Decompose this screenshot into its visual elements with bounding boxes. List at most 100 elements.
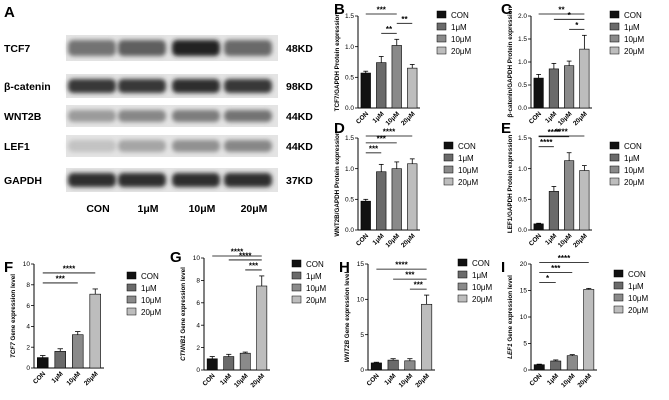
legend-swatch [291, 259, 302, 268]
category-label: 20μM [83, 370, 100, 387]
legend-label: 10μM [141, 296, 162, 305]
legend-swatch [457, 258, 468, 267]
legend-label: 20μM [458, 178, 479, 187]
y-axis-label-rest: Gene expression level [507, 275, 514, 344]
legend-swatch [436, 46, 447, 55]
blot-row-label: WNT2B [4, 111, 42, 123]
blot-lane-label: 20μM [241, 203, 268, 215]
blot-size-label: 44KD [286, 141, 313, 153]
legend-swatch [436, 22, 447, 31]
legend-label: 20μM [624, 47, 645, 56]
bar [566, 355, 578, 371]
y-tick-label: 6 [196, 300, 200, 307]
protein-band [118, 140, 166, 152]
legend-label: 20μM [451, 47, 472, 56]
bar [533, 77, 544, 109]
blot-row-label: LEF1 [4, 141, 30, 153]
significance-label: * [568, 11, 572, 20]
legend-swatch [609, 141, 620, 150]
legend-swatch [457, 282, 468, 291]
significance-label: *** [551, 264, 561, 273]
legend-label: CON [472, 259, 490, 268]
legend-swatch [443, 177, 454, 186]
category-label: 20μM [572, 232, 589, 249]
y-axis-label: WNT2B Gene expression level [344, 271, 351, 362]
y-tick-label: 10 [520, 314, 528, 321]
bar [387, 359, 399, 371]
y-tick-label: 2 [196, 345, 200, 352]
category-label: 10μM [65, 370, 82, 387]
bar [579, 48, 590, 109]
y-tick-label: 0.0 [345, 227, 354, 234]
category-label: 20μM [414, 372, 431, 389]
significance-label: *** [414, 281, 424, 290]
protein-band [224, 40, 272, 56]
panel-letter-c: C [501, 1, 512, 18]
legend-label: 20μM [628, 306, 649, 315]
protein-band [172, 79, 220, 93]
bar [370, 362, 382, 371]
bar [223, 356, 235, 371]
y-axis-label-rest: Gene expression level [344, 271, 351, 340]
y-axis-label: LEF1 Gene expression level [507, 275, 514, 359]
category-label: CON [528, 372, 543, 387]
protein-band [118, 79, 166, 93]
protein-band [68, 79, 116, 93]
y-tick-label: 1.5 [518, 36, 527, 43]
y-axis-label: β-catenin/GAPDH Protein expression [507, 6, 514, 117]
category-label: 1μM [546, 372, 560, 386]
legend-swatch [609, 34, 620, 43]
protein-band [118, 173, 166, 187]
legend-label: 10μM [624, 166, 645, 175]
bar [533, 364, 545, 371]
panel-letter-d: D [334, 120, 345, 137]
category-label: 20μM [400, 110, 417, 127]
y-tick-label: 0.5 [518, 197, 527, 204]
legend-label: 20μM [624, 178, 645, 187]
y-axis-label-rest: Gene expression level [10, 274, 17, 343]
protein-band [68, 173, 116, 187]
bar [239, 352, 251, 371]
legend-swatch [436, 10, 447, 19]
legend-label: 20μM [141, 308, 162, 317]
category-label: 1μM [51, 370, 65, 384]
protein-band [68, 40, 116, 56]
legend-label: 10μM [458, 166, 479, 175]
y-axis-label-gene: TCF7 [10, 342, 17, 358]
y-axis-label-gene: LEF1 [507, 343, 514, 359]
legend-swatch [443, 165, 454, 174]
bar [376, 171, 387, 231]
legend-swatch [291, 283, 302, 292]
bar [550, 360, 562, 371]
y-tick-label: 0.0 [518, 227, 527, 234]
legend-label: 1μM [458, 154, 474, 163]
significance-label: ** [401, 15, 408, 24]
category-label: 10μM [560, 372, 577, 389]
y-tick-label: 15 [357, 261, 365, 268]
legend-label: CON [451, 11, 469, 20]
legend-label: CON [624, 142, 642, 151]
y-axis-label-gene: WNT2B [344, 339, 351, 362]
blot-size-label: 48KD [286, 43, 313, 55]
significance-label: *** [56, 274, 66, 283]
bar [407, 67, 418, 109]
y-tick-label: 0 [360, 367, 364, 374]
legend-swatch [613, 269, 624, 278]
significance-label: *** [377, 134, 387, 143]
legend-swatch [126, 307, 137, 316]
y-axis-label: LEF1/GAPDH Protein expression [507, 135, 514, 233]
y-tick-label: 1.0 [518, 59, 527, 66]
bar [89, 293, 101, 369]
category-label: 1μM [219, 372, 233, 386]
bar [37, 357, 49, 369]
protein-band [172, 173, 220, 187]
panel-letter-b: B [334, 1, 345, 18]
legend-swatch [291, 271, 302, 280]
y-axis-label: TCF7/GAPDH Protein expression [334, 13, 341, 112]
y-tick-label: 10 [23, 261, 31, 268]
category-label: 20μM [249, 372, 266, 389]
blot-row-label: TCF7 [4, 43, 30, 55]
legend-swatch [126, 283, 137, 292]
bar [548, 68, 559, 109]
